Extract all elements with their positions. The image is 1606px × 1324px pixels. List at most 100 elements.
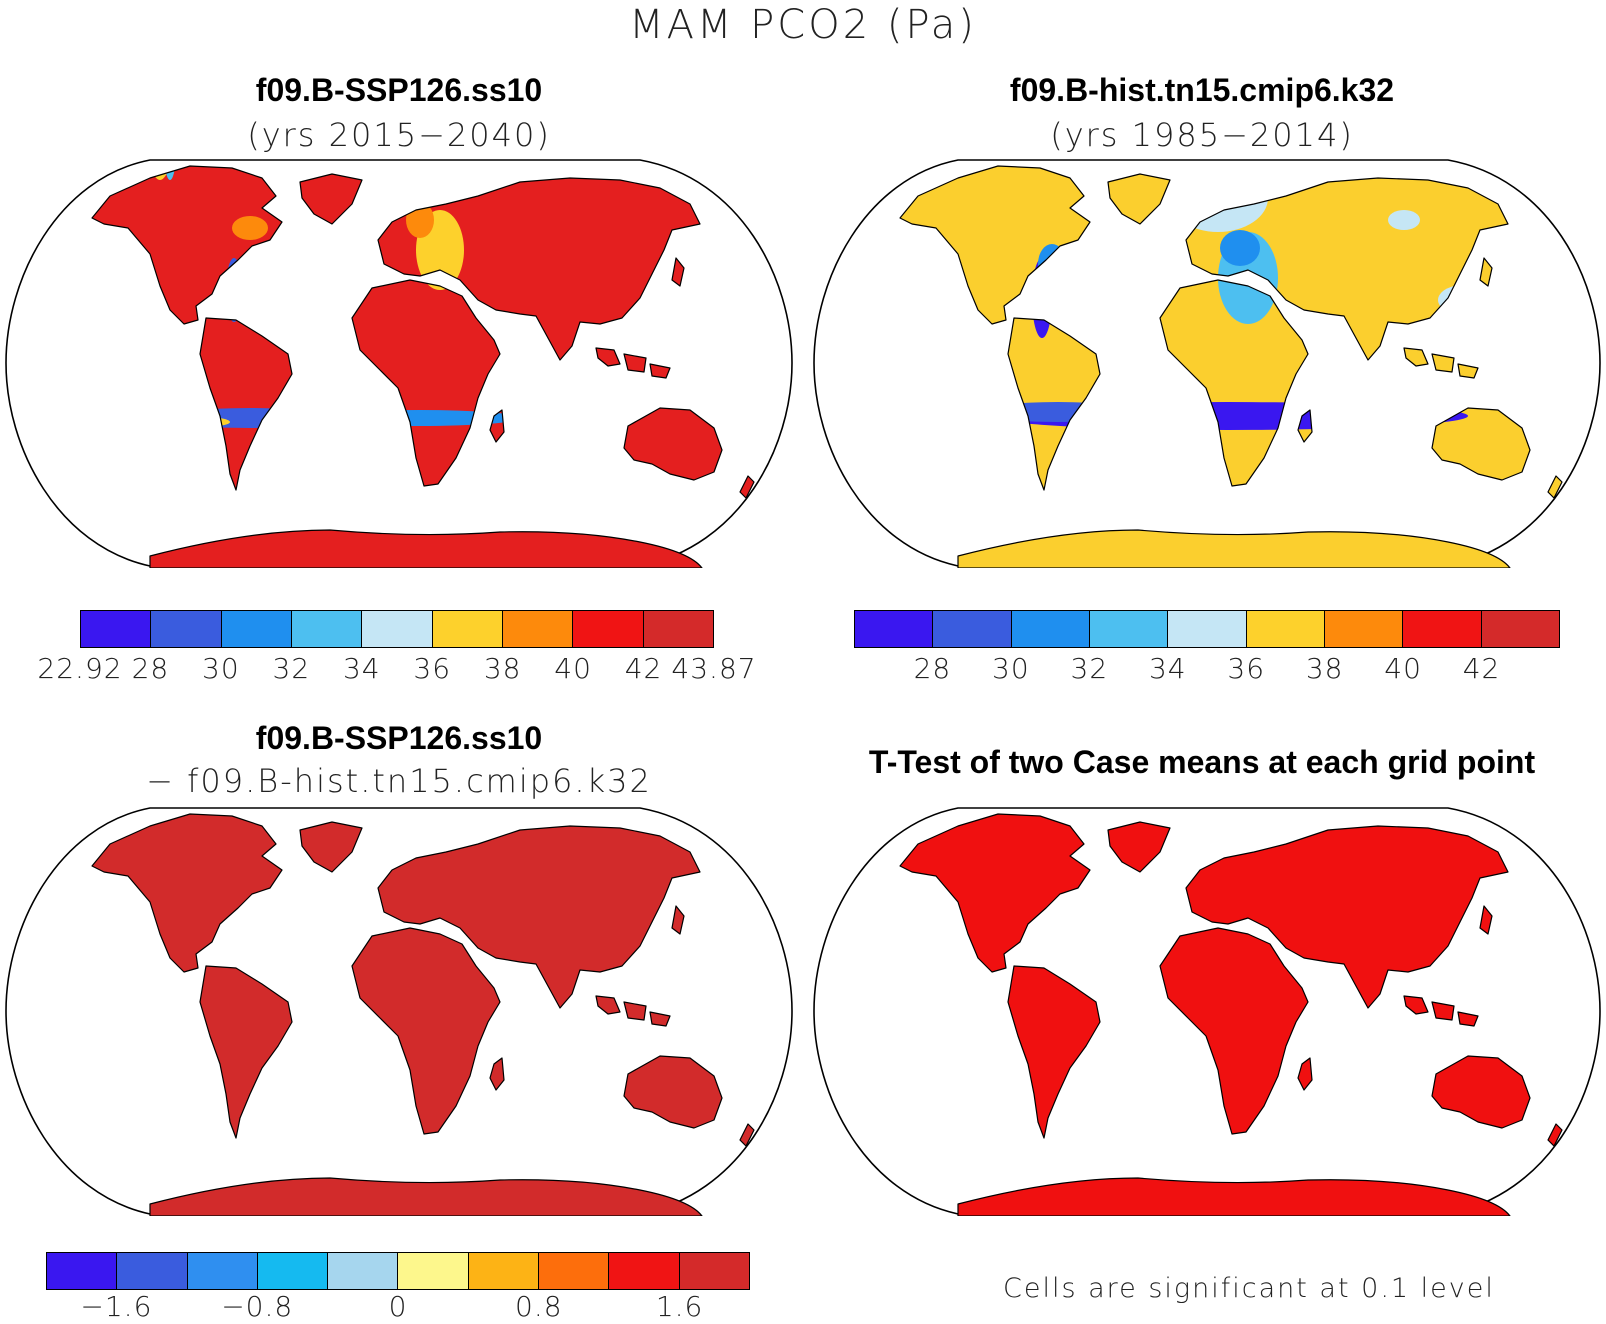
coastline-indonesia1: [1403, 347, 1429, 367]
colorbar-tick-label: 43.87: [671, 652, 757, 685]
colorbar-swatch: [328, 1253, 399, 1289]
panel-ttest-title: T-Test of two Case means at each grid po…: [868, 744, 1536, 780]
colorbar-diff: [46, 1252, 750, 1290]
colorbar-case2-ticks: 28 30 32 34 36 38 40 42: [854, 652, 1560, 686]
land-africa: [1160, 280, 1308, 486]
coastline-northAmerica: [91, 165, 283, 325]
colorbar-tick-label: 32: [1070, 652, 1109, 685]
coastline-newZealand: [1547, 1123, 1563, 1147]
coastline-japan: [671, 905, 685, 935]
coastline-australia: [1431, 1055, 1531, 1129]
land-greenland: [1108, 822, 1170, 872]
land-africa: [352, 928, 500, 1134]
coastline-greenland: [1107, 821, 1171, 873]
coastline-europeAsia: [377, 825, 701, 1009]
coastline-northAmerica: [899, 813, 1091, 973]
colorbar-tick-label: −1.6: [80, 1290, 153, 1323]
coastline-indonesia3: [649, 1011, 671, 1027]
land-northAmerica: [900, 814, 1090, 972]
land-northAmerica: [92, 814, 282, 972]
ttest-significance-note: Cells are significant at 0.1 level: [1003, 1273, 1495, 1304]
land-indonesia2: [624, 1002, 646, 1020]
colorbar-case1-ticks: 22.92 28 30 32 34 36 38 40 42 43.87: [37, 652, 755, 686]
colorbar-swatch: [539, 1253, 610, 1289]
coastline-southAmerica: [199, 965, 293, 1139]
coastline-indonesia2: [1431, 1001, 1455, 1021]
land-indonesia1: [596, 348, 620, 366]
land-southAmerica: [200, 318, 292, 490]
coastline-japan: [1479, 257, 1493, 287]
land-indonesia1: [1404, 348, 1428, 366]
coastline-antarctica: [149, 1177, 703, 1216]
colorbar-swatch: [679, 1253, 749, 1289]
colorbar-tick-label: 42: [1462, 652, 1501, 685]
colorbar-swatch: [432, 611, 503, 647]
coastline-indonesia2: [623, 353, 647, 373]
land-greenland: [300, 822, 362, 872]
land-greenland: [1108, 174, 1170, 224]
coastline-africa: [1159, 927, 1309, 1135]
coastline-madagascar: [1297, 1057, 1313, 1091]
coastline-northAmerica: [899, 165, 1091, 325]
panel-case1-subtitle: (yrs 2015−2040): [247, 116, 551, 154]
colorbar-tick-label: 40: [554, 652, 592, 685]
coastline-europeAsia: [1185, 177, 1509, 361]
coastline-indonesia1: [595, 347, 621, 367]
coastline-indonesia3: [1457, 363, 1479, 379]
colorbar-swatch: [117, 1253, 188, 1289]
coastline-africa: [351, 927, 501, 1135]
colorbar-tick-label: 28: [913, 652, 952, 685]
coastline-madagascar: [489, 1057, 505, 1091]
land-indonesia2: [1432, 354, 1454, 372]
coastline-southAmerica: [199, 317, 293, 491]
colorbar-tick-label: 40: [1384, 652, 1422, 685]
coastline-indonesia3: [1457, 1011, 1479, 1027]
coastline-newZealand: [739, 1123, 755, 1147]
coastline-africa: [351, 279, 501, 487]
colorbar-swatch: [609, 1253, 680, 1289]
land-europeAsia: [378, 826, 700, 1008]
panel-case2-subtitle: (yrs 1985−2014): [1050, 116, 1354, 154]
coastline-japan: [1479, 905, 1493, 935]
land-southAmerica: [200, 966, 292, 1138]
coastline-southAmerica: [1007, 317, 1101, 491]
colorbar-swatch: [502, 611, 574, 647]
coastline-northAmerica: [91, 813, 283, 973]
land-newZealand: [1548, 1124, 1562, 1146]
colorbar-swatch: [1011, 611, 1090, 647]
colorbar-tick-label: 36: [1227, 652, 1266, 685]
coastline-newZealand: [1547, 475, 1563, 499]
land-australia: [624, 1056, 722, 1128]
coastline-antarctica: [957, 529, 1511, 568]
land-antarctica: [958, 530, 1510, 568]
colorbar-swatch: [1403, 611, 1482, 647]
colorbar-swatch: [468, 1253, 540, 1289]
colorbar-tick-label: 30: [202, 652, 240, 685]
coastline-indonesia3: [649, 363, 671, 379]
colorbar-tick-label: 30: [992, 652, 1030, 685]
coastline-indonesia1: [595, 995, 621, 1015]
coastline-antarctica: [957, 1177, 1511, 1216]
colorbar-tick-label: 42: [624, 652, 663, 685]
panel-diff-title: f09.B-SSP126.ss10: [255, 720, 543, 756]
colorbar-swatch: [187, 1253, 258, 1289]
colorbar-tick-label: 28: [131, 652, 170, 685]
land-southAmerica: [1008, 966, 1100, 1138]
land-indonesia1: [1404, 996, 1428, 1014]
land-europeAsia: [1186, 826, 1508, 1008]
colorbar-tick-label: 38: [483, 652, 522, 685]
coastline-greenland: [299, 173, 363, 225]
coastline-indonesia1: [1403, 995, 1429, 1015]
coastline-antarctica: [149, 529, 703, 568]
coastline-australia: [1431, 407, 1531, 481]
land-antarctica: [150, 530, 702, 568]
coastline-greenland: [299, 821, 363, 873]
coastline-greenland: [1107, 173, 1171, 225]
colorbar-swatch: [643, 611, 713, 647]
coastline-indonesia2: [623, 1001, 647, 1021]
colorbar-tick-label: 0.8: [515, 1290, 563, 1323]
colorbar-swatch: [257, 1253, 329, 1289]
map-ttest: [813, 807, 1601, 1216]
map-case2: [813, 159, 1601, 568]
colorbar-tick-label: 36: [413, 652, 452, 685]
